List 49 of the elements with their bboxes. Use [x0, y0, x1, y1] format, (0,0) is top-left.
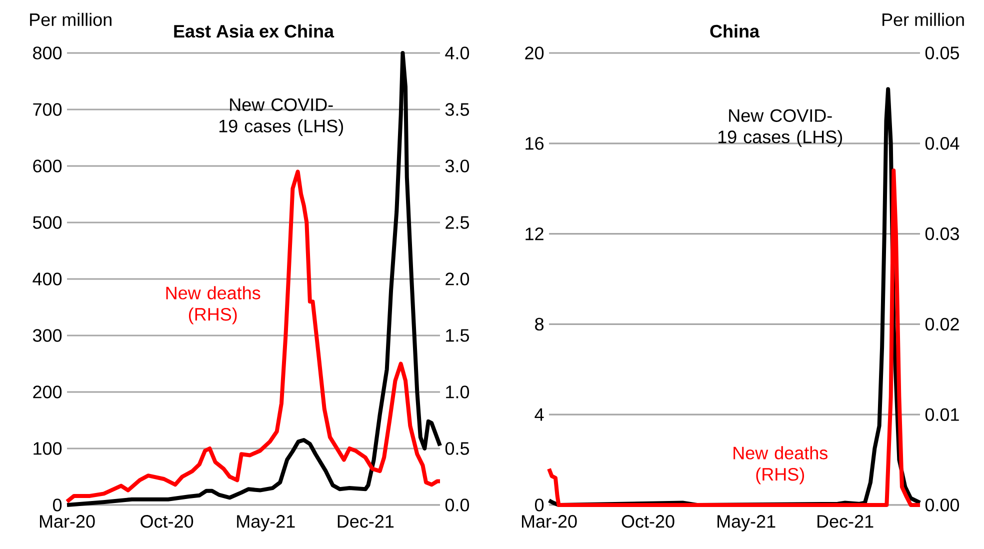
y-tick-label: 500 — [32, 216, 62, 229]
annotation: New deaths (RHS) — [734, 446, 828, 484]
x-tick-label: Mar-20 — [40, 515, 95, 528]
y-axis-title: Per million — [30, 12, 112, 26]
y-tick-label: 400 — [32, 272, 62, 286]
y2-tick-label: 0.04 — [925, 137, 960, 150]
annotation: New COVID-19 cases (LHS) — [219, 98, 343, 136]
y2-tick-label: 0.05 — [925, 46, 959, 60]
annotation: New COVID-19 cases (LHS) — [718, 109, 842, 147]
y2-tick-label: 1.5 — [446, 329, 469, 342]
x-tick-label: May-21 — [718, 515, 776, 532]
y2-tick-label: 0.01 — [925, 408, 959, 421]
line-series — [65, 51, 442, 507]
line-series — [65, 170, 442, 504]
x-tick-label: Oct-20 — [622, 515, 674, 528]
y-tick-label: 100 — [34, 442, 62, 455]
y2-tick-label: 1.0 — [446, 386, 470, 398]
y2-tick-label: 2.0 — [446, 272, 470, 286]
y-tick-label: 800 — [33, 46, 62, 60]
y-tick-label: 20 — [525, 46, 544, 60]
y-tick-label: 200 — [33, 386, 62, 398]
y-tick-label: 0 — [534, 498, 544, 512]
x-tick-label: Dec-21 — [818, 515, 874, 528]
line-series — [547, 168, 922, 507]
y2-tick-label: 3.0 — [445, 160, 470, 172]
y2-axis-title: Per million — [882, 12, 964, 26]
y-tick-label: 8 — [535, 318, 544, 331]
y2-tick-label: 4.0 — [445, 46, 470, 60]
y-tick-label: 600 — [33, 160, 62, 172]
y-tick-label: 700 — [33, 103, 62, 116]
y-tick-label: 300 — [32, 329, 62, 342]
y2-tick-label: 0.00 — [925, 498, 960, 512]
y-tick-label: 4 — [534, 408, 544, 421]
chart-title: East Asia ex China — [174, 24, 334, 38]
y2-tick-label: 0.03 — [925, 227, 959, 240]
annotation: New deaths (RHS) — [166, 286, 260, 324]
x-tick-label: Oct-20 — [140, 515, 194, 528]
chart-title: China — [710, 24, 760, 38]
y2-tick-label: 3.5 — [445, 103, 469, 116]
y2-tick-label: 0.5 — [445, 442, 469, 455]
y-tick-label: 0 — [53, 498, 62, 512]
y-tick-label: 12 — [526, 228, 544, 240]
y-tick-label: 16 — [526, 137, 544, 150]
x-tick-label: May-21 — [237, 515, 295, 532]
y2-tick-label: 2.5 — [446, 216, 469, 229]
x-tick-label: Dec-21 — [338, 515, 394, 528]
x-tick-label: Mar-20 — [522, 515, 577, 528]
y2-tick-label: 0.0 — [445, 498, 470, 512]
y2-tick-label: 0.02 — [925, 318, 959, 331]
